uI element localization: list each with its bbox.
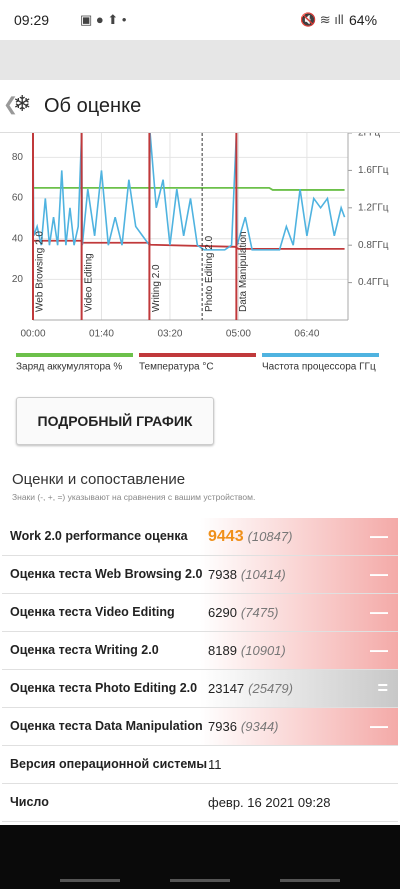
app-header: ❮ ❄ Об оценке <box>0 80 400 133</box>
comparison-highlight <box>200 518 398 555</box>
series-line <box>33 239 345 250</box>
legend-label: Частота процессора ГГц <box>262 362 376 373</box>
comparison-highlight <box>200 594 398 631</box>
signal-icons: 🔇 ≋ ıll <box>300 12 344 27</box>
status-time: 09:29 <box>14 12 50 28</box>
comparison-score: (9344) <box>240 719 279 734</box>
status-battery: 64% <box>349 12 378 28</box>
legend-label: Температура °C <box>139 362 214 373</box>
section-note: Знаки (-, +, =) указывают на сравнения с… <box>12 492 256 502</box>
x-tick-label: 06:40 <box>294 329 319 340</box>
comparison-icon: = <box>377 678 388 698</box>
table-row: Work 2.0 performance оценка 9443 (10847) — <box>2 518 398 556</box>
score: 23147 <box>208 681 245 696</box>
legend-swatch <box>139 353 256 357</box>
marker-label: Video Editing <box>83 253 94 312</box>
y2-tick-label: 0.4ГГц <box>358 277 389 288</box>
detail-button[interactable]: ПОДРОБНЫЙ ГРАФИК <box>16 397 214 445</box>
comparison-icon: — <box>370 564 388 584</box>
marker-label: Data Manipulation <box>238 231 249 312</box>
y-tick-label: 20 <box>12 274 24 285</box>
y2-tick-label: 1.6ГГц <box>358 165 389 176</box>
row-value: 11 <box>208 746 222 783</box>
comparison-highlight <box>200 670 398 707</box>
comparison-highlight <box>200 708 398 745</box>
marker-label: Web Browsing 2.0 <box>35 231 46 312</box>
status-bar: 09:29 ▣ ● ⬆ • 🔇 ≋ ıll 64% <box>0 0 400 40</box>
row-value: 8189 (10901) <box>208 632 286 669</box>
row-label: Оценка теста Web Browsing 2.0 <box>10 567 203 581</box>
row-label: Число <box>10 795 49 809</box>
row-value: 6290 (7475) <box>208 594 279 631</box>
comparison-highlight <box>200 632 398 669</box>
status-icons: ▣ ● ⬆ • <box>80 12 127 27</box>
header-title: Об оценке <box>44 95 142 117</box>
row-label: Оценка теста Video Editing <box>10 605 175 619</box>
score: 7938 <box>208 567 237 582</box>
x-tick-label: 00:00 <box>20 329 45 340</box>
table-row: Оценка теста Video Editing 6290 (7475) — <box>2 594 398 632</box>
nav-hint <box>170 879 230 882</box>
x-tick-label: 03:20 <box>157 329 182 340</box>
table-row: Оценка теста Data Manipulation 7936 (9344)… <box>2 708 398 746</box>
back-button[interactable]: ❮ <box>3 94 19 114</box>
app-icon: ❄ <box>13 91 32 116</box>
marker-label: Photo Editing 2.0 <box>204 235 215 312</box>
marker-label: Writing 2.0 <box>151 264 162 312</box>
row-value: 7938 (10414) <box>208 556 286 593</box>
comparison-icon: — <box>370 526 388 546</box>
comparison-score: (25479) <box>248 681 293 696</box>
x-tick-label: 05:00 <box>226 329 251 340</box>
comparison-icon: — <box>370 716 388 736</box>
nav-hint <box>280 879 340 882</box>
y-tick-label: 40 <box>12 233 24 244</box>
row-value: 9443 (10847) <box>208 518 292 555</box>
score: 6290 <box>208 605 237 620</box>
row-value: 7936 (9344) <box>208 708 279 745</box>
table-row: Версия операционной системы 11 <box>2 746 398 784</box>
table-row: Оценка теста Photo Editing 2.0 23147 (2547… <box>2 670 398 708</box>
row-label: Оценка теста Data Manipulation <box>10 719 203 733</box>
x-tick-label: 01:40 <box>89 329 114 340</box>
table-row: Оценка теста Web Browsing 2.0 7938 (10414)… <box>2 556 398 594</box>
nav-bar <box>0 825 400 889</box>
row-label: Версия операционной системы <box>10 757 208 771</box>
y2-tick-label: 2ГГц <box>358 128 380 139</box>
row-label: Оценка теста Writing 2.0 <box>10 643 159 657</box>
series-line <box>32 132 346 251</box>
row-value: 23147 (25479) <box>208 670 293 707</box>
y-tick-label: 80 <box>12 152 24 163</box>
comparison-icon: — <box>370 602 388 622</box>
comparison-score: (10901) <box>240 643 286 658</box>
row-label: Work 2.0 performance оценка <box>10 529 188 543</box>
comparison-icon: — <box>370 640 388 660</box>
score: 7936 <box>208 719 237 734</box>
y2-tick-label: 1.2ГГц <box>358 202 389 213</box>
legend-label: Заряд аккумулятора % <box>16 362 122 373</box>
comparison-score: (10414) <box>240 567 286 582</box>
comparison-highlight <box>200 556 398 593</box>
row-label: Оценка теста Photo Editing 2.0 <box>10 681 198 695</box>
score: 8189 <box>208 643 237 658</box>
y-tick-label: 60 <box>12 193 24 204</box>
y2-tick-label: 0.8ГГц <box>358 240 389 251</box>
legend-swatch <box>16 353 133 357</box>
section-title: Оценки и сопоставление <box>12 471 186 488</box>
comparison-score: (7475) <box>240 605 279 620</box>
table-row: Оценка теста Writing 2.0 8189 (10901) — <box>2 632 398 670</box>
score: февр. 16 2021 09:28 <box>208 795 331 810</box>
score: 9443 <box>208 528 244 545</box>
comparison-score: (10847) <box>247 529 293 544</box>
score: 11 <box>208 757 222 772</box>
series-line <box>33 186 345 191</box>
chart: 00:00 01:40 03:20 05:00 06:40 20 40 60 80 0.4ГГц 0… <box>12 128 389 373</box>
table-row: Число февр. 16 2021 09:28 <box>2 784 398 822</box>
legend-swatch <box>262 353 379 357</box>
row-value: февр. 16 2021 09:28 <box>208 784 330 821</box>
nav-hint <box>60 879 120 882</box>
